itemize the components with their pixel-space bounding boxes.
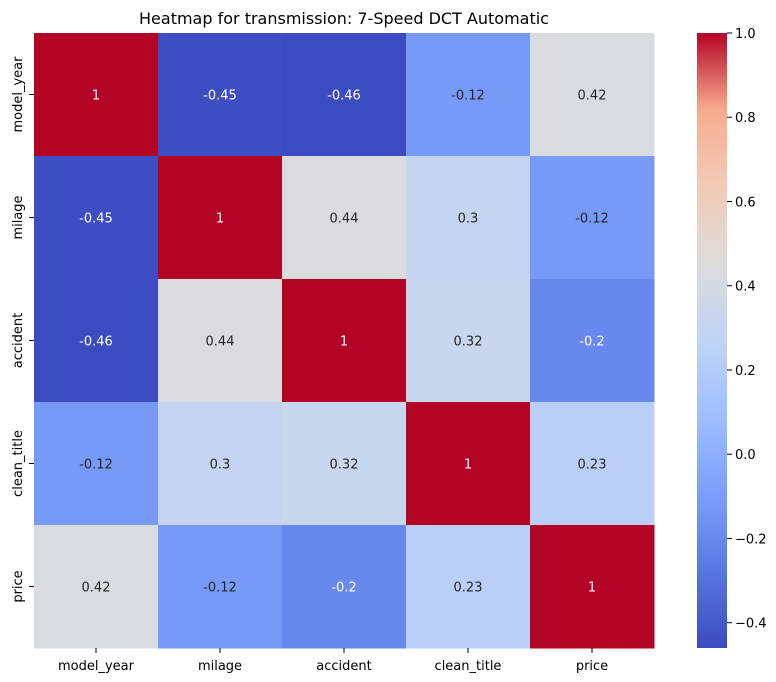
x-tick-label: accident [316,659,371,674]
colorbar-tick-label: 0.4 [735,280,756,295]
heatmap-cell [34,279,159,403]
colorbar-tick-label: 0.0 [735,448,756,463]
cell-value-label: 0.3 [458,212,479,227]
cell-value-label: -0.45 [79,212,113,227]
heatmap-cell [406,402,531,526]
heatmap-cell [406,279,531,403]
cell-value-label: -0.12 [575,212,609,227]
heatmap-cell [282,525,407,649]
heatmap-cell [34,402,159,526]
heatmap-cell [34,33,159,157]
heatmap-cell [530,279,655,403]
cell-value-label: 1 [588,581,596,596]
cell-value-label: 0.23 [578,458,607,473]
colorbar-tick-label: −0.4 [735,617,767,632]
y-tick-label: accident [11,313,26,368]
heatmap-cell [530,525,655,649]
cell-value-label: 1 [464,458,472,473]
colorbar: 1.0 0.8 0.6 0.4 0.2 0.0 −0.2 −0.4 [697,27,767,648]
y-tick-label: model_year [11,56,26,133]
heatmap-cell [530,402,655,526]
cell-value-label: 0.32 [454,335,483,350]
heatmap-cell [158,156,283,280]
colorbar-ticks: 1.0 0.8 0.6 0.4 0.2 0.0 −0.2 −0.4 [727,27,767,632]
heatmap-cell [406,156,531,280]
cell-value-label: -0.46 [327,89,361,104]
heatmap-cell [530,156,655,280]
y-tick-label: price [11,570,26,602]
colorbar-tick-label: 1.0 [735,27,756,42]
cell-value-label: 0.42 [82,581,111,596]
heatmap-cell [34,525,159,649]
cell-value-label: 0.3 [210,458,231,473]
heatmap-cell [34,156,159,280]
cell-value-label: -0.2 [331,581,356,596]
cell-value-label: 0.44 [206,335,235,350]
y-tick-label: milage [11,195,26,239]
cell-value-label: -0.46 [79,335,113,350]
cell-value-label: 1 [216,212,224,227]
cell-value-label: -0.12 [79,458,113,473]
x-tick-label: model_year [58,659,135,674]
heatmap-cell [530,33,655,157]
colorbar-tick-label: 0.8 [735,111,756,126]
cell-value-label: 0.42 [578,89,607,104]
heatmap-cell [158,525,283,649]
colorbar-tick-label: 0.2 [735,364,756,379]
cell-value-label: -0.12 [451,89,485,104]
colorbar-tick-label: −0.2 [735,532,767,547]
colorbar-gradient [697,33,727,648]
heatmap-cell [282,279,407,403]
x-tick-label: milage [198,659,242,674]
heatmap-cells: 1 -0.45 -0.46 -0.12 0.42 -0.45 1 0.44 0.3 -0.12 -0… [34,33,655,649]
cell-value-label: 1 [340,335,348,350]
heatmap-cell [406,525,531,649]
x-tick-label: clean_title [435,659,502,674]
y-tick-label: clean_title [11,430,26,497]
cell-value-label: -0.12 [203,581,237,596]
heatmap-cell [158,402,283,526]
cell-value-label: 1 [92,89,100,104]
cell-value-label: -0.45 [203,89,237,104]
heatmap-cell [282,156,407,280]
heatmap-cell [406,33,531,157]
cell-value-label: 0.23 [454,581,483,596]
cell-value-label: 0.44 [330,212,359,227]
heatmap-cell [158,279,283,403]
cell-value-label: 0.32 [330,458,359,473]
heatmap-cell [282,33,407,157]
x-axis: model_year milage accident clean_title price [58,648,608,674]
heatmap-cell [282,402,407,526]
x-tick-label: price [576,659,608,674]
cell-value-label: -0.2 [579,335,604,350]
heatmap-cell [158,33,283,157]
colorbar-tick-label: 0.6 [735,195,756,210]
chart-title: Heatmap for transmission: 7-Speed DCT Au… [139,9,549,28]
